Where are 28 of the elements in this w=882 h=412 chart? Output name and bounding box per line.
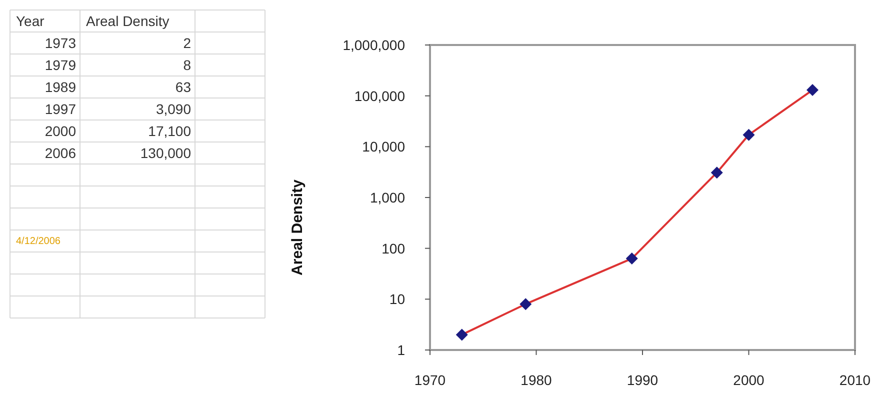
y-tick-label: 1,000 — [370, 190, 406, 206]
x-tick-label: 2000 — [733, 372, 765, 388]
y-tick-label: 100 — [382, 240, 406, 256]
x-tick-label: 1970 — [414, 372, 446, 388]
x-tick-label: 1980 — [520, 372, 552, 388]
text: 2000 — [44, 123, 76, 139]
text: 1979 — [44, 57, 76, 73]
text: 2006 — [44, 145, 76, 161]
text: 1997 — [44, 101, 76, 117]
y-tick-label: 10 — [389, 291, 406, 308]
text: Areal Density — [86, 13, 170, 29]
text: 17,100 — [148, 123, 191, 139]
text: 1989 — [44, 79, 76, 95]
text: 8 — [183, 57, 191, 73]
text: 4/12/2006 — [16, 236, 61, 247]
text: 130,000 — [140, 145, 191, 161]
x-tick-label: 1990 — [626, 372, 658, 388]
text: Year — [16, 13, 45, 29]
text: 63 — [175, 79, 191, 95]
y-tick-label: 1,000,000 — [342, 37, 406, 53]
y-tick-label: 100,000 — [354, 88, 406, 104]
text: 1973 — [44, 35, 76, 51]
y-axis-title: Areal Density — [289, 178, 306, 276]
text: 2 — [183, 35, 191, 51]
y-tick-label: 10,000 — [362, 138, 406, 155]
text: 3,090 — [156, 101, 191, 117]
x-tick-label: 2010 — [839, 372, 871, 388]
y-tick-label: 1 — [397, 342, 406, 358]
